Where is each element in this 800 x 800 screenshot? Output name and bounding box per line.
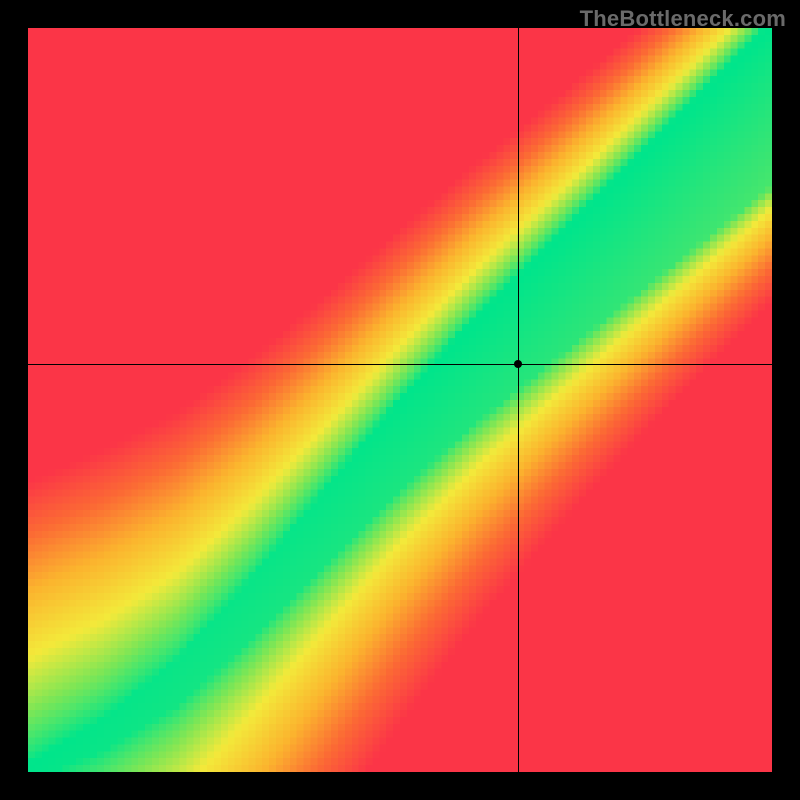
crosshair-horizontal [28, 364, 772, 365]
crosshair-marker [514, 360, 522, 368]
heatmap-canvas [28, 28, 772, 772]
crosshair-vertical [518, 28, 519, 772]
watermark-text: TheBottleneck.com [580, 6, 786, 32]
heatmap-plot [28, 28, 772, 772]
